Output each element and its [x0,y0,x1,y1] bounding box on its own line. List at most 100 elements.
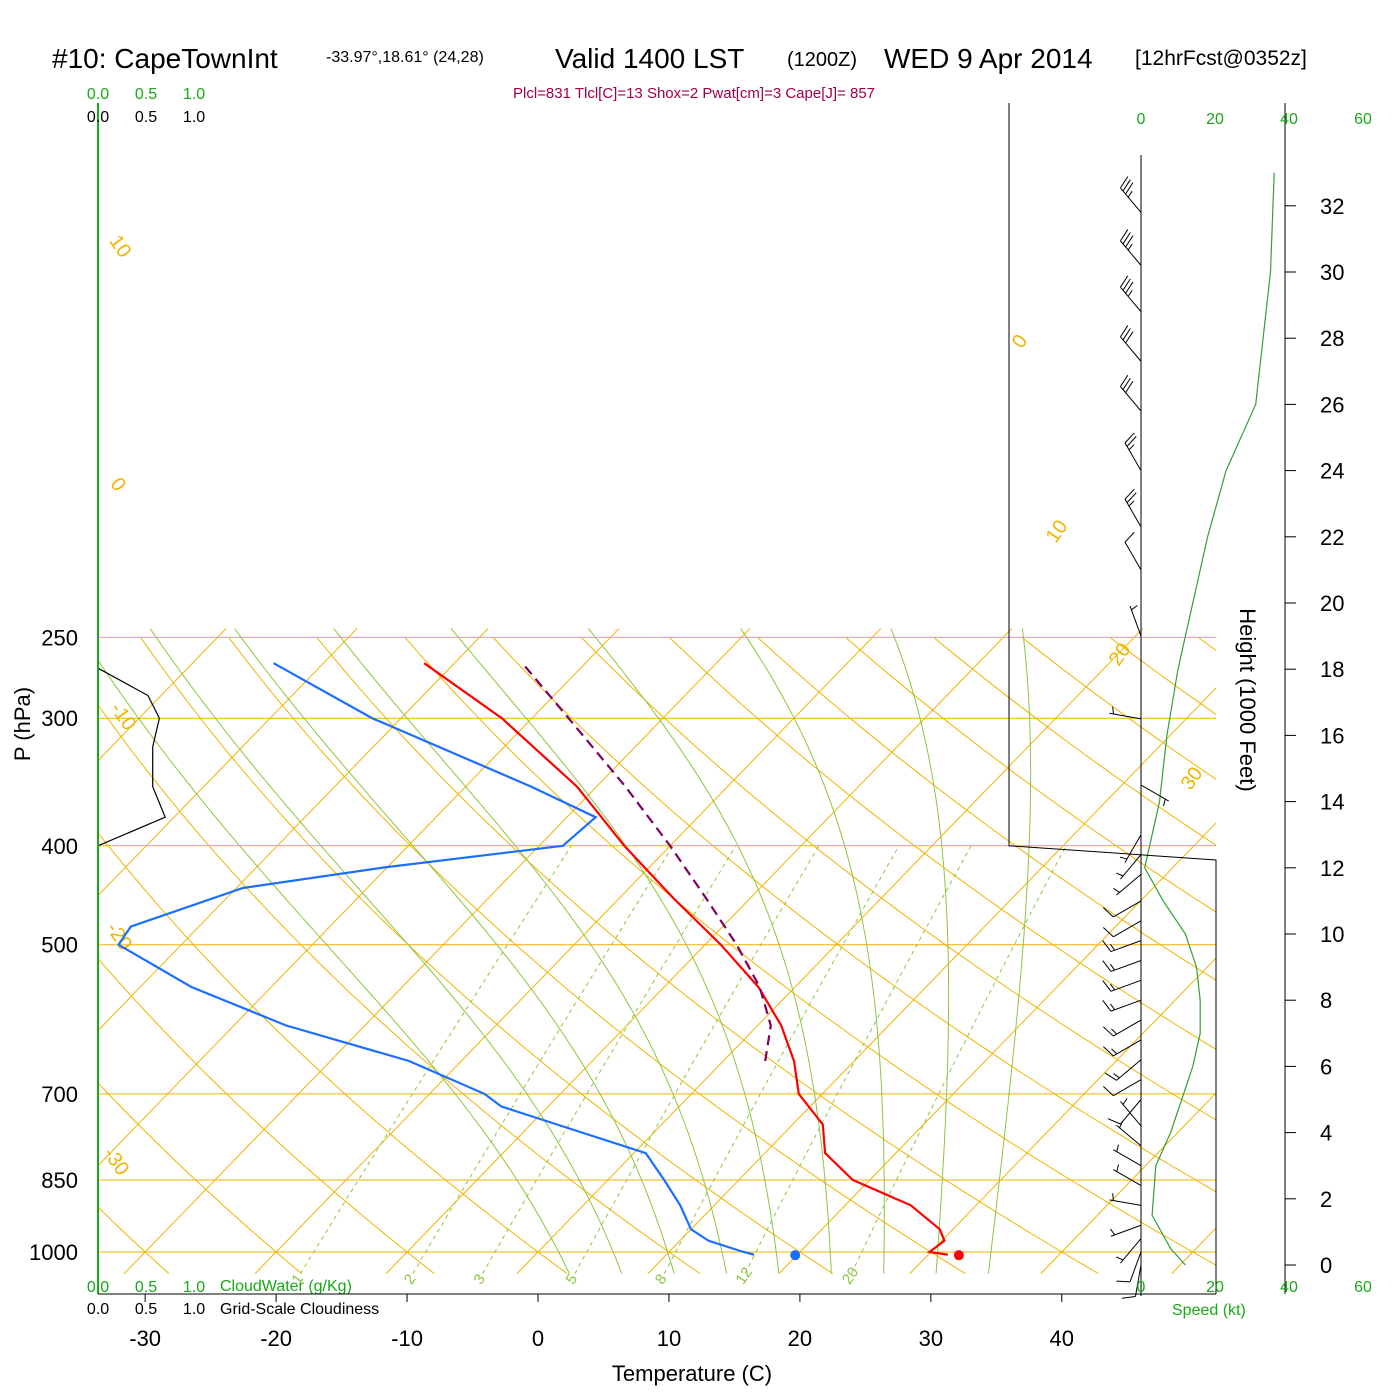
wind-barb-flag [1102,1086,1114,1097]
wind-barb [1120,325,1142,362]
wind-barb [1116,1238,1142,1264]
wind-barb-flag [1124,531,1135,543]
wind-barb [1113,1144,1142,1167]
wind-barb [1102,999,1142,1012]
wind-barb-staff [1120,1238,1142,1264]
wind-barb [1120,176,1142,213]
height-tick-label: 16 [1320,723,1344,748]
wind-barb [1102,940,1142,953]
moist-adiabat [890,628,950,1274]
wind-barb-staff [1120,386,1142,412]
moist-adiabat [234,628,675,1274]
wind-barb [1107,1099,1142,1125]
wind-barb [1102,1079,1142,1097]
wind-barb-staff [1109,1199,1142,1206]
dry-adiabat [316,637,1099,1275]
temperature-tick-label: 20 [788,1326,812,1351]
wind-barb-staff [1113,1149,1142,1167]
forecast-label: [12hrFcst@0352z] [1135,47,1307,70]
isotherm-line [98,628,489,1032]
wind-barb-staff [1120,187,1142,213]
sounding-indices: Plcl=831 Tlcl[C]=13 Shox=2 Pwat[cm]=3 Ca… [513,85,875,102]
wind-barb-half [1116,1164,1120,1172]
temperature-tick-label: 10 [657,1326,681,1351]
wind-barb-flag [1126,492,1137,503]
isotherm-label: 20 [1105,639,1136,670]
isotherm-line [778,822,1216,1274]
wind-barb [1102,920,1142,938]
wind-barb [1124,531,1142,571]
wind-barb-half [1113,887,1120,893]
isotherm-label: 30 [1177,763,1208,794]
wind-barb-staff [1113,900,1142,918]
speed-tick-label-top: 60 [1354,111,1372,128]
wind-barb-half [1110,983,1116,991]
wind-barb-flag [1102,1046,1114,1057]
height-tick-label: 26 [1320,392,1344,417]
wind-barb-staff [1120,1101,1142,1127]
wind-barb-flag [1116,1280,1131,1283]
wind-barb-flag [1122,232,1131,245]
temperature-tick-label: -20 [260,1326,292,1351]
dry-adiabat [580,637,1216,1121]
wind-barb-flag [1125,281,1134,294]
speed-tick-label-bottom: 0 [1137,1279,1146,1296]
x-axis-title: Temperature (C) [612,1361,772,1386]
height-tick-label: 24 [1320,459,1344,484]
wind-barb-flag [1102,980,1112,992]
moist-adiabat [333,628,727,1274]
speed-tick-label-top: 40 [1280,111,1298,128]
wind-barb-staff [1116,1124,1142,1147]
wind-barb-staff [1129,605,1142,637]
wind-barb [1116,1120,1142,1147]
dry-adiabat [228,637,966,1275]
valid-time: Valid 1400 LST [555,43,744,74]
wind-barb-flag [1122,278,1131,291]
y-axis-title: P (hPa) [10,687,35,761]
right-boundary [1008,103,1217,1294]
dry-adiabat [404,637,1216,1266]
isotherm-label: -20 [102,918,137,954]
zulu-time: (1200Z) [787,49,857,71]
pressure-tick-label: 1000 [29,1240,78,1265]
isotherm-line [98,628,620,1167]
isotherm-line [1303,628,1400,1273]
wind-barb-half [1119,856,1128,860]
height-tick-label: 28 [1320,326,1344,351]
wind-barb-flag [1120,275,1129,288]
pressure-tick-label: 700 [41,1082,78,1107]
wind-barb-staff [1120,854,1142,880]
wind-barb-half [1110,963,1116,971]
pressure-tick-label: 250 [41,625,78,650]
dry-adiabat [98,704,701,1275]
cloud-axis-tick: 0.5 [135,109,157,126]
wind-barb-staff [1120,286,1142,313]
wind-barb-flag [1107,1118,1121,1125]
height-tick-label: 4 [1320,1121,1332,1146]
height-tick-label: 8 [1320,988,1332,1013]
mixing-ratio-line [851,845,1067,1274]
wind-barb-staff [1124,442,1142,471]
wind-barb-flag [1102,999,1112,1012]
cloud-axis-tick: 1.0 [183,109,205,126]
wind-barb-half [1116,1144,1120,1152]
moist-adiabat [740,628,885,1274]
isotherm-line [516,628,1144,1274]
wind-barb-half [1111,1048,1118,1055]
wind-barb-flag [1125,331,1134,344]
temperature-tick-label: -10 [391,1326,423,1351]
height-axis-title: Height (1000 Feet) [1235,608,1260,791]
surface-dewpoint-marker [790,1250,801,1261]
mixing-ratio-line [663,845,900,1274]
wind-barb-staff [1116,874,1142,896]
wind-barb [1109,706,1142,720]
isotherm-label: -10 [106,698,141,734]
wind-barb-staff [1120,1099,1142,1125]
speed-tick-label-bottom: 60 [1354,1279,1372,1296]
height-tick-label: 2 [1320,1187,1332,1212]
wind-barb-staff [1110,960,1142,972]
dry-adiabat [933,637,1216,846]
wind-barb-flag [1126,436,1137,447]
wind-barb-half [1111,1028,1118,1035]
